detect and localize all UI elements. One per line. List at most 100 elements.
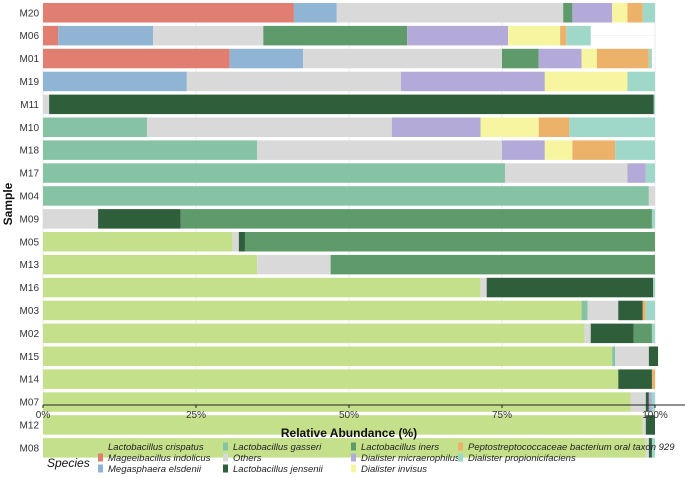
legend-item: Lactobacillus jensenii bbox=[223, 464, 324, 475]
bar-segment bbox=[648, 438, 652, 458]
bar-segment bbox=[645, 438, 649, 458]
bar-segment bbox=[238, 232, 245, 252]
y-tick-label: M20 bbox=[20, 8, 40, 19]
bar-segment bbox=[407, 25, 509, 46]
bar-segment bbox=[43, 71, 187, 92]
bar-segment bbox=[43, 346, 613, 366]
legend-item: Mageeibacillus indolicus bbox=[98, 453, 211, 464]
legend-item: Lactobacillus gasseri bbox=[223, 442, 322, 453]
bar-segment bbox=[43, 323, 585, 344]
y-tick-label: M06 bbox=[20, 31, 40, 42]
y-tick-label: M04 bbox=[20, 191, 40, 202]
bar-segment bbox=[43, 438, 646, 458]
bar-segment bbox=[43, 254, 258, 275]
legend-item: Megasphaera elsdenii bbox=[98, 464, 202, 475]
y-tick-label: M09 bbox=[20, 214, 40, 225]
legend-item: Dialister propionicifaciens bbox=[458, 453, 576, 464]
bar-segment bbox=[43, 48, 230, 69]
legend-label: Dialister propionicifaciens bbox=[468, 453, 576, 464]
x-axis-title: Relative Abundance (%) bbox=[281, 426, 417, 440]
bar-segment bbox=[627, 3, 643, 23]
bar-segment bbox=[651, 323, 655, 344]
bar-segment bbox=[43, 3, 294, 23]
bar-segment bbox=[43, 369, 619, 389]
legend-swatch bbox=[351, 442, 356, 451]
bar-segment bbox=[186, 71, 402, 92]
y-tick-label: M03 bbox=[20, 306, 40, 317]
legend-item: Dialister micraerophilus bbox=[351, 453, 460, 464]
y-tick-label: M13 bbox=[20, 260, 40, 271]
bar-segment bbox=[648, 48, 652, 69]
bar-segment bbox=[257, 254, 331, 275]
bar-segment bbox=[645, 163, 655, 183]
legend-swatch bbox=[351, 453, 356, 462]
y-tick-label: M15 bbox=[20, 352, 40, 363]
bar-segment bbox=[391, 117, 481, 137]
bar-segment bbox=[645, 415, 655, 435]
bar-segment bbox=[293, 3, 337, 23]
bar-segment bbox=[49, 94, 654, 115]
bar-segment bbox=[232, 232, 239, 252]
bar-segment bbox=[336, 3, 564, 23]
bar-segment bbox=[229, 48, 304, 69]
bar-segment bbox=[645, 392, 649, 412]
bar-segment bbox=[480, 117, 539, 137]
legend-title: Species bbox=[47, 456, 90, 470]
bar-segment bbox=[584, 323, 591, 344]
legend-swatch bbox=[98, 464, 103, 473]
bar-segment bbox=[563, 3, 573, 23]
legend-item: Peptostreptococcaceae bacterium oral tax… bbox=[458, 442, 675, 453]
y-tick-label: M10 bbox=[20, 123, 40, 134]
legend-label: Lactobacillus crispatus bbox=[108, 442, 204, 453]
bar-segment bbox=[43, 25, 59, 46]
legend-label: Dialister invisus bbox=[361, 464, 427, 475]
bar-segment bbox=[653, 277, 655, 298]
bar-segment bbox=[581, 300, 588, 321]
legend-label: Megasphaera elsdenii bbox=[108, 464, 202, 475]
legend-swatch bbox=[98, 453, 103, 462]
y-tick-label: M02 bbox=[20, 329, 40, 340]
y-tick-label: M12 bbox=[20, 420, 40, 431]
bar-segment bbox=[43, 140, 258, 160]
bar-segment bbox=[560, 25, 567, 46]
bar-segment bbox=[642, 300, 646, 321]
bar-segment bbox=[544, 71, 628, 92]
bar-segment bbox=[43, 415, 643, 435]
bar-segment bbox=[645, 300, 655, 321]
bar-segment bbox=[43, 186, 649, 206]
bar-segment bbox=[615, 140, 655, 160]
legend-swatch bbox=[458, 453, 463, 462]
legend-swatch bbox=[223, 442, 228, 451]
bar-segment bbox=[502, 140, 545, 160]
legend-label: Dialister micraerophilus bbox=[361, 453, 460, 464]
bar-segment bbox=[502, 48, 539, 69]
legend-swatch bbox=[458, 442, 463, 451]
bar-segment bbox=[630, 392, 646, 412]
bar-segment bbox=[651, 438, 655, 458]
legend-item: Lactobacillus crispatus bbox=[98, 442, 204, 453]
bar-segment bbox=[648, 392, 652, 412]
bar-segment bbox=[590, 323, 634, 344]
bar-segment bbox=[486, 277, 654, 298]
y-tick-label: M08 bbox=[20, 443, 40, 454]
bar-segment bbox=[43, 232, 233, 252]
x-tick-label: 0% bbox=[36, 410, 51, 421]
y-axis-title: Sample bbox=[1, 182, 15, 225]
bar-segment bbox=[596, 48, 649, 69]
bar-segment bbox=[618, 369, 652, 389]
x-tick-label: 100% bbox=[642, 410, 668, 421]
legend-label: Lactobacillus iners bbox=[361, 442, 439, 453]
legend-swatch bbox=[223, 453, 228, 462]
bar-stacks bbox=[43, 3, 659, 458]
bar-segment bbox=[648, 186, 655, 206]
bar-segment bbox=[538, 48, 582, 69]
x-tick-label: 50% bbox=[339, 410, 359, 421]
bar-segment bbox=[651, 369, 655, 389]
bar-segment bbox=[330, 254, 655, 275]
bar-segment bbox=[618, 300, 643, 321]
bar-segment bbox=[58, 25, 154, 46]
x-tick-label: 75% bbox=[492, 410, 512, 421]
bar-segment bbox=[505, 163, 628, 183]
